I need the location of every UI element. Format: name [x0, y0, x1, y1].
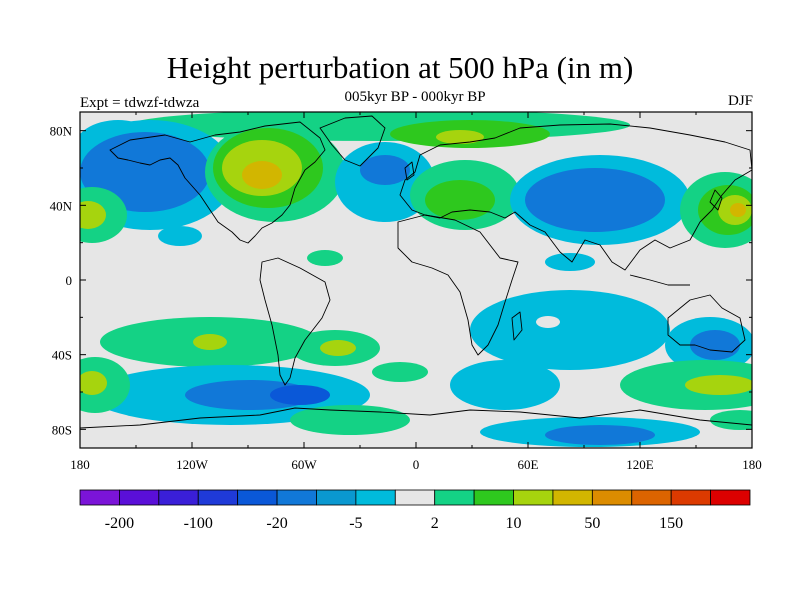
- contour-spac-pos-core: [193, 334, 227, 350]
- x-tick-label: 60E: [518, 457, 539, 472]
- coast-north-america: [109, 121, 326, 244]
- colorbar-box: [237, 489, 278, 506]
- contour-antarctic-pos: [290, 405, 410, 435]
- colorbar-box: [513, 489, 554, 506]
- colorbar-tick-label: 50: [584, 515, 600, 532]
- contour-so-neg-west-center: [270, 385, 330, 405]
- contour-asia-neg-core: [525, 168, 665, 232]
- contour-sind-neutral-hole: [536, 316, 560, 328]
- colorbar-box: [710, 489, 751, 506]
- map-subtitle: 005kyr BP - 000kyr BP: [344, 89, 486, 105]
- contour-natl-neg-core: [360, 155, 410, 185]
- contour-epac-pos-core: [80, 201, 106, 229]
- colorbar-tick-label: 2: [431, 515, 439, 532]
- coast-uk: [404, 161, 415, 181]
- colorbar-box: [316, 489, 357, 506]
- coastlines: [80, 115, 752, 429]
- axis-ticks: [79, 112, 753, 448]
- contour-se-pos-core: [685, 375, 752, 395]
- contour-indian-small-neg: [545, 253, 595, 271]
- coast-indonesia: [629, 274, 690, 286]
- y-tick-label: 0: [66, 273, 73, 288]
- colorbar: -200 -100 -20 -5 2 10 50 150: [79, 489, 751, 532]
- contour-sind-neg-mid: [450, 360, 560, 410]
- coast-madagascar: [511, 311, 523, 341]
- colorbar-tick-label: -5: [349, 515, 362, 532]
- y-tick-label: 40S: [52, 348, 72, 363]
- colorbar-tick-label: -20: [266, 515, 287, 532]
- x-tick-label: 120W: [176, 457, 209, 472]
- x-tick-label: 180: [70, 457, 90, 472]
- coast-greenland: [319, 115, 386, 167]
- colorbar-box: [670, 489, 711, 506]
- coast-eurasia: [399, 123, 752, 271]
- y-axis-labels: 80N 40N 0 40S 80S: [50, 124, 73, 438]
- contour-antarctic-neg-core: [545, 425, 655, 445]
- colorbar-box: [473, 489, 514, 506]
- colorbar-box: [434, 489, 475, 506]
- colorbar-box: [394, 489, 436, 506]
- coast-antarctica: [80, 407, 752, 429]
- coast-japan: [709, 189, 723, 211]
- contour-aus-neg-core: [690, 330, 740, 360]
- colorbar-tick-label: 150: [659, 515, 683, 532]
- coast-africa: [397, 214, 519, 356]
- colorbar-tick-label: -200: [105, 515, 134, 532]
- contour-satl-pos-core: [320, 340, 356, 356]
- map-title: Height perturbation at 500 hPa (in m): [166, 50, 634, 85]
- x-tick-label: 0: [413, 457, 420, 472]
- contour-antarctic-pos-e: [710, 410, 752, 430]
- colorbar-boxes: [79, 489, 751, 506]
- x-tick-label: 180: [742, 457, 762, 472]
- x-tick-label: 60W: [291, 457, 317, 472]
- colorbar-box: [552, 489, 593, 506]
- coast-south-america: [259, 257, 331, 386]
- colorbar-box: [631, 489, 672, 506]
- y-tick-label: 80N: [50, 124, 73, 139]
- colorbar-tick-label: 10: [506, 515, 522, 532]
- contour-sind-neg: [470, 290, 670, 370]
- y-tick-label: 80S: [52, 422, 72, 437]
- colorbar-labels: -200 -100 -20 -5 2 10 50 150: [105, 515, 683, 532]
- season-label: DJF: [727, 93, 753, 109]
- contour-atlantic-small-pos: [307, 250, 343, 266]
- colorbar-box: [79, 489, 120, 506]
- experiment-label: Expt = tdwzf-tdwza: [80, 95, 200, 111]
- contour-europe-pos-core: [425, 180, 495, 220]
- colorbar-box: [197, 489, 239, 506]
- contour-so-pos-atl: [372, 362, 428, 382]
- contour-namer-pos-center: [242, 161, 282, 189]
- contour-wpac-pos-center: [730, 203, 746, 217]
- coast-australia: [667, 294, 746, 353]
- contour-pacific-small-neg: [158, 226, 202, 246]
- x-axis-labels: 180 120W 60W 0 60E 120E 180: [70, 457, 762, 472]
- x-tick-label: 120E: [626, 457, 654, 472]
- map-panel: 180 120W 60W 0 60E 120E 180 80N 40N 0 40S 80S: [50, 111, 762, 472]
- colorbar-box: [119, 489, 160, 506]
- colorbar-box: [355, 489, 396, 506]
- contour-sw-pos-core: [80, 371, 107, 395]
- colorbar-box: [591, 489, 633, 506]
- contour-arctic-pos-center: [436, 130, 484, 144]
- colorbar-box: [276, 489, 317, 506]
- y-tick-label: 40N: [50, 198, 73, 213]
- colorbar-tick-label: -100: [184, 515, 213, 532]
- colorbar-box: [158, 489, 199, 506]
